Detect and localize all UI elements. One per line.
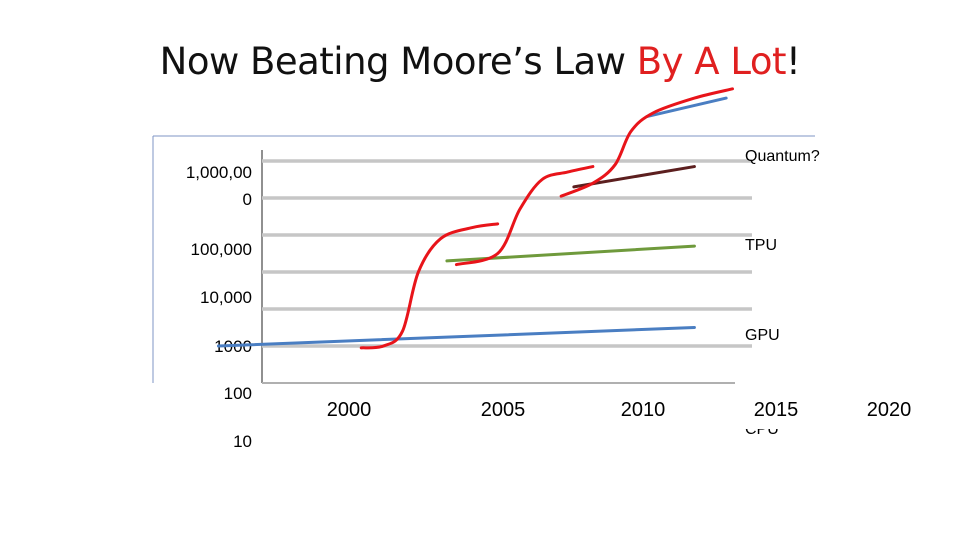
series-label-quantum: Quantum? <box>745 148 820 165</box>
series-label-tpu: TPU <box>745 237 777 254</box>
series-line-cpu <box>216 326 696 348</box>
y-tick-label: 1,000,00 0 <box>186 163 252 209</box>
series-label-gpu: GPU <box>745 327 780 344</box>
x-tick-labels: 2000 2005 2010 2015 2020 <box>327 399 912 421</box>
performance-curve-segment <box>454 165 595 267</box>
x-tick-label: 2000 <box>327 399 372 421</box>
y-tick-label-line: 0 <box>243 190 252 209</box>
title-end: ! <box>786 40 801 83</box>
label-occluder <box>735 421 815 429</box>
y-tick-label: 100 <box>224 384 252 403</box>
y-tick-label-line: 1,000,00 <box>186 163 252 182</box>
y-tick-label: 100,000 <box>191 240 252 259</box>
series-line-quantum <box>645 96 728 119</box>
y-tick-label: 10,000 <box>200 288 252 307</box>
x-tick-label: 2015 <box>754 399 799 421</box>
x-tick-label: 2005 <box>481 399 526 421</box>
y-tick-label: 10 <box>233 432 252 451</box>
performance-curve-segment <box>359 222 500 350</box>
gridlines <box>262 159 752 348</box>
x-tick-label: 2010 <box>621 399 666 421</box>
title-main: Now Beating Moore’s Law <box>159 40 637 83</box>
series-lines <box>216 87 734 350</box>
title-accent: By A Lot <box>636 40 787 83</box>
slide-title: Now Beating Moore’s Law By A Lot! <box>0 40 960 83</box>
plot-frame <box>152 135 815 384</box>
x-tick-label: 2020 <box>867 399 912 421</box>
performance-curve-segment <box>559 87 734 198</box>
